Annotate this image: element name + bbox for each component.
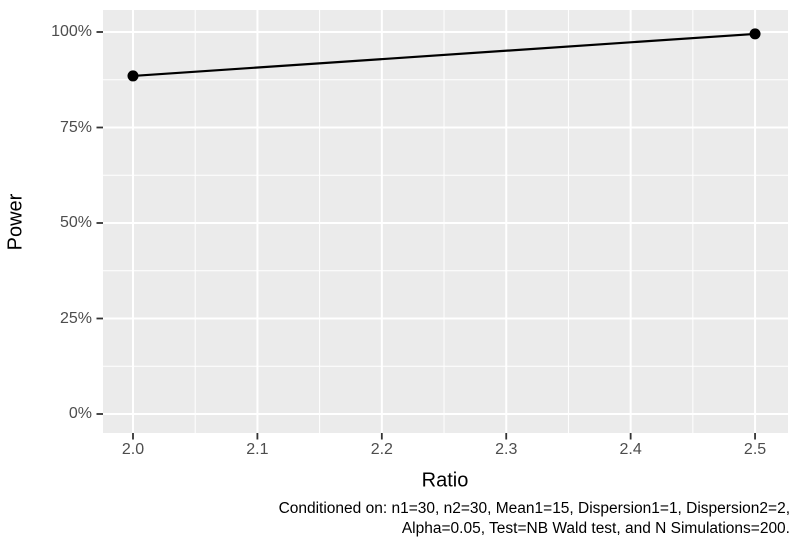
x-tick-label: 2.0 [121,441,145,458]
y-tick-label: 50% [59,214,92,231]
y-tick-label: 75% [59,118,92,136]
data-point [127,70,139,82]
chart-caption: Conditioned on: n1=30, n2=30, Mean1=15, … [10,499,790,539]
data-point [749,28,761,40]
y-tick-label: 100% [51,23,92,40]
y-axis-title: Power [4,193,27,251]
series-line [132,32,756,78]
caption-line-1: Conditioned on: n1=30, n2=30, Mean1=15, … [278,500,790,517]
y-tick-label: 0% [68,405,92,422]
x-tick-label: 2.3 [495,441,518,458]
x-tick-label: 2.5 [743,441,767,458]
x-axis-title: Ratio [421,469,469,492]
x-tick-label: 2.2 [370,441,393,458]
y-tick-label: 25% [59,309,92,327]
x-tick-label: 2.1 [246,441,269,458]
caption-line-2: Alpha=0.05, Test=NB Wald test, and N Sim… [401,520,790,537]
plot-panel [103,10,788,433]
x-tick-label: 2.4 [619,441,642,458]
